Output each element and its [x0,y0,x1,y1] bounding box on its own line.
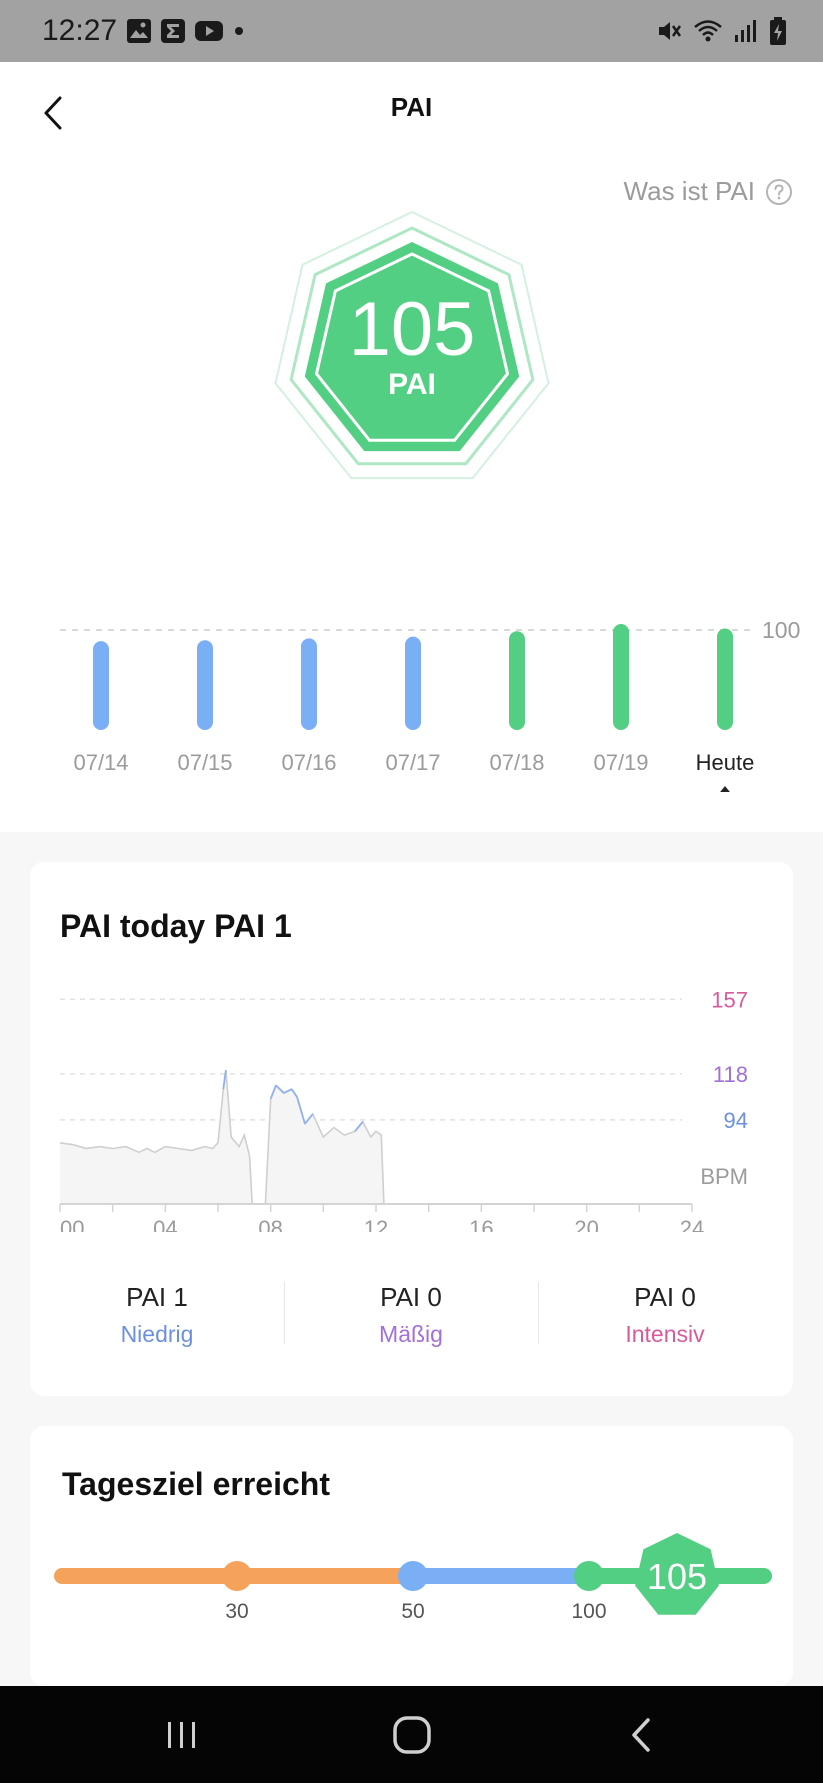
zone-low-value: PAI 1 [126,1282,188,1312]
dot-icon [235,27,243,35]
week-day-label: Heute [696,750,755,775]
week-day-label: 07/16 [281,750,336,775]
current-value-heptagon-icon [635,1533,719,1615]
milestone-label: 30 [225,1600,248,1623]
zone-intense-value: PAI 0 [634,1282,696,1312]
weekly-pai-chart[interactable]: 100 07/14 07/15 07/16 07/17 07/18 07/19 Heute [0,532,823,792]
pai-score-badge: 105 PAI [270,210,554,494]
heart-rate-zone-segment [283,1088,293,1094]
x-tick-label: 00 [60,1216,84,1232]
back-button[interactable] [36,88,76,138]
week-day-label: 07/18 [489,750,544,775]
heart-rate-area [60,1070,253,1204]
x-tick-label: 16 [469,1216,493,1232]
heart-rate-area [265,1085,384,1204]
back-icon [632,1718,650,1752]
zone-intense: PAI 0 Intensiv [538,1282,792,1348]
pai-overview-panel: PAI Was ist PAI 105 PAI 100 07/14 07/15 07/… [0,62,823,832]
status-time: 12:27 [42,14,118,47]
zone-intense-label: Intensiv [625,1321,705,1347]
zone-divider [284,1282,285,1344]
status-left-icons [126,17,246,45]
week-day-label: 07/14 [73,750,128,775]
x-tick-label: 20 [574,1216,598,1232]
heart-rate-zone-segment [304,1113,314,1125]
pai-today-card: PAI today PAI 1 157 118 94 00 04 08 12 16 20 24 BP… [30,862,793,1396]
gallery-icon [127,19,151,43]
week-day-label: 07/15 [177,750,232,775]
milestone-dot [574,1561,604,1591]
signal-icon [735,20,756,42]
x-tick-label: 08 [258,1216,282,1232]
heart-rate-zone-segment [269,1085,277,1100]
system-back-button[interactable] [612,1708,672,1762]
heart-rate-zone-segment [296,1096,306,1124]
zone-low: PAI 1 Niedrig [30,1282,284,1348]
system-nav-bar [0,1686,823,1783]
youtube-icon [195,21,223,41]
pai-today-title: PAI today PAI 1 [60,908,292,944]
what-is-pai-label: Was ist PAI [623,176,755,206]
current-value-label: 105 [647,1556,707,1597]
pai-score-value: 105 [348,287,476,372]
milestone-dot [222,1561,252,1591]
heart-rate-zone-segment [354,1121,364,1132]
unit-label: BPM [700,1164,748,1189]
battery-icon [770,17,786,45]
x-tick-label: 24 [680,1216,704,1232]
heart-rate-line [59,1069,253,1205]
heart-rate-zone-segment [290,1088,298,1098]
sigma-icon [161,19,185,43]
x-tick-label: 04 [153,1216,177,1232]
home-button[interactable] [382,1708,442,1762]
heart-rate-zone-segment [222,1069,227,1090]
home-icon [393,1716,431,1754]
recent-apps-button[interactable] [152,1708,212,1762]
zone-moderate: PAI 0 Mäßig [284,1282,538,1348]
zone-divider [538,1282,539,1344]
threshold-label: 94 [724,1108,748,1133]
heptagon-badge-shape [274,210,550,480]
week-day-label: 07/17 [385,750,440,775]
daily-goal-title: Tagesziel erreicht [62,1466,330,1502]
what-is-pai-link[interactable]: Was ist PAI [624,176,793,207]
question-circle-icon [766,178,792,205]
chevron-left-icon [44,96,62,130]
status-bar: 12:27 [0,0,823,62]
zone-moderate-label: Mäßig [379,1321,443,1347]
milestone-label: 100 [571,1600,606,1623]
zone-moderate-value: PAI 0 [380,1282,442,1312]
milestone-dot [398,1561,428,1591]
goal-progress-track: 30 50 100 105 [54,1533,772,1623]
heart-rate-chart: 157 118 94 00 04 08 12 16 20 24 BPM [59,987,748,1232]
selected-day-marker-icon [720,786,730,792]
wifi-icon [694,20,722,42]
zone-low-label: Niedrig [120,1321,194,1347]
mute-icon [659,22,682,40]
milestone-label: 50 [401,1600,424,1623]
page-title: PAI [390,92,433,122]
reference-label: 100 [762,617,800,643]
x-tick-label: 12 [364,1216,388,1232]
threshold-label: 157 [711,987,748,1012]
recent-apps-icon [168,1722,195,1748]
threshold-label: 118 [713,1062,748,1087]
daily-goal-card: Tagesziel erreicht 30 50 100 105 [30,1426,793,1686]
heart-rate-zone-segment [275,1084,285,1094]
status-right-icons [655,16,787,46]
pai-score-unit: PAI [388,368,436,401]
week-day-label: 07/19 [593,750,648,775]
